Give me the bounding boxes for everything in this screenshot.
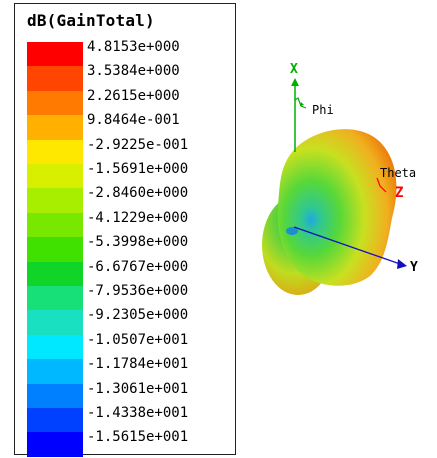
legend-swatch bbox=[27, 66, 83, 92]
phi-label: Phi bbox=[312, 103, 334, 117]
y-axis: Y bbox=[293, 226, 418, 275]
phi-arc bbox=[294, 97, 307, 109]
legend-tick-label: 9.8464e-001 bbox=[87, 112, 180, 129]
legend-swatch bbox=[27, 115, 83, 141]
pattern-null bbox=[286, 227, 298, 235]
x-axis-arrowhead bbox=[291, 78, 299, 86]
pattern-lobe bbox=[262, 129, 397, 295]
legend-tick-label: -2.9225e-001 bbox=[87, 136, 189, 153]
y-axis-line bbox=[293, 226, 401, 265]
legend-tick-label: -4.1229e+000 bbox=[87, 209, 189, 226]
legend-swatch bbox=[27, 359, 83, 385]
y-axis-label: Y bbox=[410, 260, 418, 275]
legend-tick-label: 2.2615e+000 bbox=[87, 87, 180, 104]
y-axis-arrowhead bbox=[397, 259, 407, 269]
legend-swatch bbox=[27, 139, 83, 165]
legend-tick-label: -1.3061e+001 bbox=[87, 380, 189, 397]
legend-swatch bbox=[27, 310, 83, 336]
color-legend: dB(GainTotal) 4.8153e+000 3.5384e+000 2.26… bbox=[14, 3, 236, 458]
legend-swatch bbox=[27, 408, 83, 433]
legend-swatch bbox=[27, 90, 83, 116]
radiation-pattern-3d: X Phi Theta Z Y bbox=[262, 62, 418, 295]
legend-tick-label: -5.3998e+000 bbox=[87, 234, 189, 251]
legend-tick-label: -2.8460e+000 bbox=[87, 185, 189, 202]
z-axis-label: Z bbox=[395, 185, 403, 201]
legend-swatch bbox=[27, 261, 83, 287]
legend-title: dB(GainTotal) bbox=[27, 11, 155, 30]
z-axis: Theta Z bbox=[376, 166, 416, 201]
legend-tick-label: -1.4338e+001 bbox=[87, 405, 189, 421]
legend-tick-label: -1.1784e+001 bbox=[87, 356, 189, 373]
legend-swatch bbox=[27, 286, 83, 311]
legend-swatch bbox=[27, 383, 83, 409]
legend-swatch bbox=[27, 212, 83, 238]
legend-swatch bbox=[27, 42, 83, 67]
legend-tick-label: -7.9536e+000 bbox=[87, 283, 189, 299]
legend-swatch bbox=[27, 237, 83, 263]
legend-swatch bbox=[27, 164, 83, 189]
theta-arc bbox=[376, 177, 387, 193]
legend-tick-label: 3.5384e+000 bbox=[87, 63, 180, 80]
legend-tick-label: 4.8153e+000 bbox=[87, 39, 180, 55]
legend-tick-label: -1.5615e+001 bbox=[87, 429, 189, 446]
legend-tick-label: -1.0507e+001 bbox=[87, 331, 189, 348]
theta-label: Theta bbox=[380, 166, 416, 180]
x-axis-label: X bbox=[290, 62, 298, 77]
legend-tick-label: -9.2305e+000 bbox=[87, 307, 189, 324]
pattern-main-lobe bbox=[277, 129, 397, 286]
legend-swatch bbox=[27, 432, 83, 458]
legend-swatch bbox=[27, 188, 83, 214]
legend-tick-label: -6.6767e+000 bbox=[87, 258, 189, 275]
x-axis: X Phi bbox=[290, 62, 334, 152]
legend-tick-label: -1.5691e+000 bbox=[87, 161, 189, 177]
legend-swatch bbox=[27, 334, 83, 360]
